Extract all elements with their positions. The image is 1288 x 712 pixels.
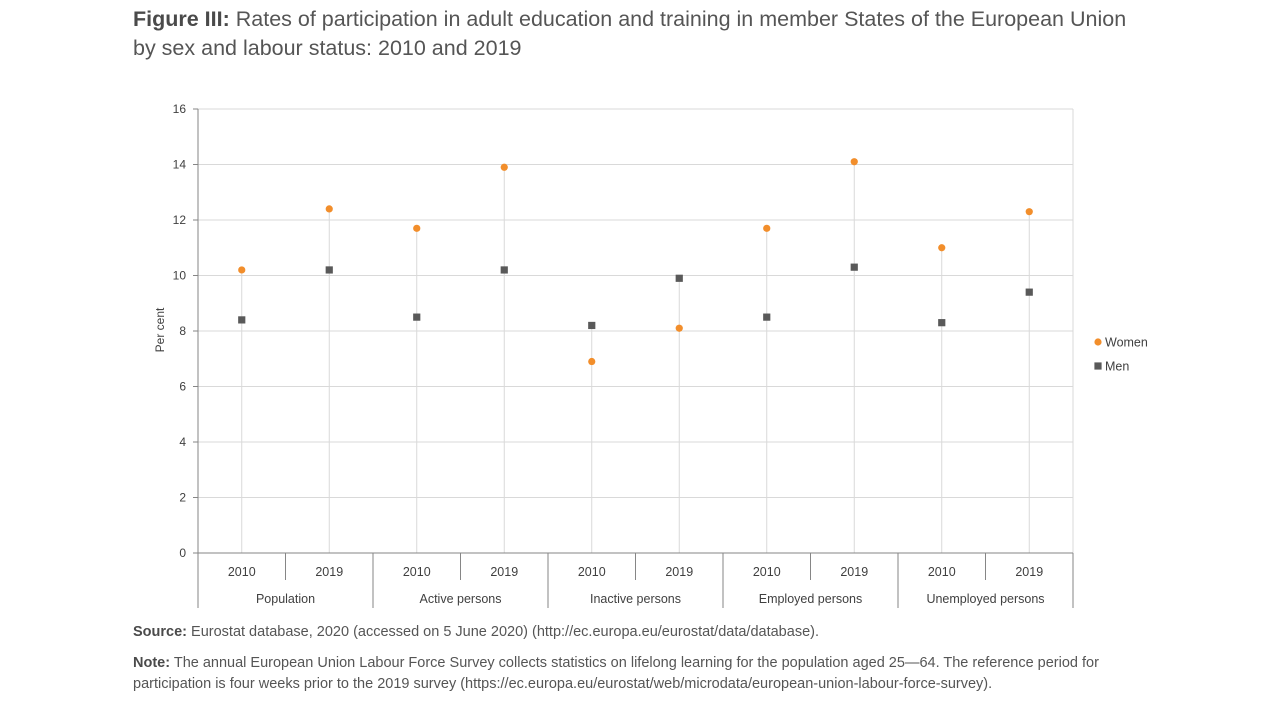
y-tick-label: 16 (173, 102, 187, 116)
x-tick-label: 2010 (578, 565, 606, 579)
y-tick-label: 4 (179, 435, 186, 449)
data-point-men (850, 263, 858, 271)
data-point-women (675, 324, 683, 332)
data-point-men (325, 266, 333, 274)
y-tick-label: 0 (179, 546, 186, 560)
x-tick-label: 2019 (665, 565, 693, 579)
chart-axes (193, 108, 1074, 608)
y-axis-title: Per cent (153, 307, 167, 352)
data-point-women (1025, 208, 1033, 216)
x-group-label: Population (256, 592, 315, 606)
y-tick-label: 8 (179, 324, 186, 338)
x-group-label: Employed persons (759, 592, 863, 606)
x-tick-label: 2019 (1015, 565, 1043, 579)
data-point-men (588, 321, 596, 330)
chart-gridlines (198, 108, 1074, 553)
note-text: The annual European Union Labour Force S… (133, 655, 1099, 692)
source-text: Eurostat database, 2020 (accessed on 5 J… (191, 624, 819, 640)
legend-label-men: Men (1105, 360, 1129, 374)
x-tick-label: 2010 (753, 565, 781, 579)
chart-labels: 0 2 4 6 8 10 12 14 16 Per cent 2010 2019 2010 2019 201… (153, 102, 1045, 606)
data-point-men (1025, 288, 1033, 296)
x-tick-label: 2019 (490, 565, 518, 579)
x-tick-label: 2019 (315, 565, 343, 579)
data-point-men (413, 313, 421, 321)
figure-title-text: Rates of participation in adult educatio… (133, 7, 1127, 60)
note-label: Note: (133, 655, 171, 671)
data-point-women (938, 244, 946, 252)
chart-legend: Women Men (1094, 336, 1148, 374)
y-tick-label: 10 (173, 269, 187, 283)
data-point-women (238, 266, 246, 274)
data-point-women (500, 163, 508, 171)
data-point-women (588, 357, 596, 366)
x-group-label: Active persons (420, 592, 502, 606)
x-tick-label: 2010 (403, 565, 431, 579)
y-tick-label: 6 (179, 380, 186, 394)
x-group-label: Inactive persons (590, 592, 681, 606)
x-tick-label: 2010 (928, 565, 956, 579)
x-group-label: Unemployed persons (926, 592, 1044, 606)
data-point-men (938, 319, 946, 327)
data-point-men (238, 316, 246, 324)
x-tick-label: 2010 (228, 565, 256, 579)
figure-title: Figure III: Rates of participation in ad… (133, 5, 1143, 63)
data-point-women (413, 224, 421, 232)
source-note: Source: Eurostat database, 2020 (accesse… (133, 622, 1173, 643)
x-tick-label: 2019 (840, 565, 868, 579)
legend-label-women: Women (1105, 336, 1148, 350)
data-point-men (675, 274, 683, 282)
chart-marks (238, 158, 1033, 366)
y-tick-label: 12 (173, 213, 187, 227)
y-tick-label: 2 (179, 491, 186, 505)
data-point-men (763, 313, 771, 321)
note-text-block: Note: The annual European Union Labour F… (133, 653, 1173, 695)
data-point-women (850, 158, 858, 166)
legend-marker-women (1094, 338, 1102, 346)
data-point-women (763, 224, 771, 232)
source-label: Source: (133, 624, 187, 640)
figure-label: Figure III: (133, 7, 230, 31)
data-point-men (500, 266, 508, 274)
legend-marker-men (1094, 362, 1102, 370)
data-point-women (325, 205, 333, 213)
y-tick-label: 14 (173, 158, 187, 172)
